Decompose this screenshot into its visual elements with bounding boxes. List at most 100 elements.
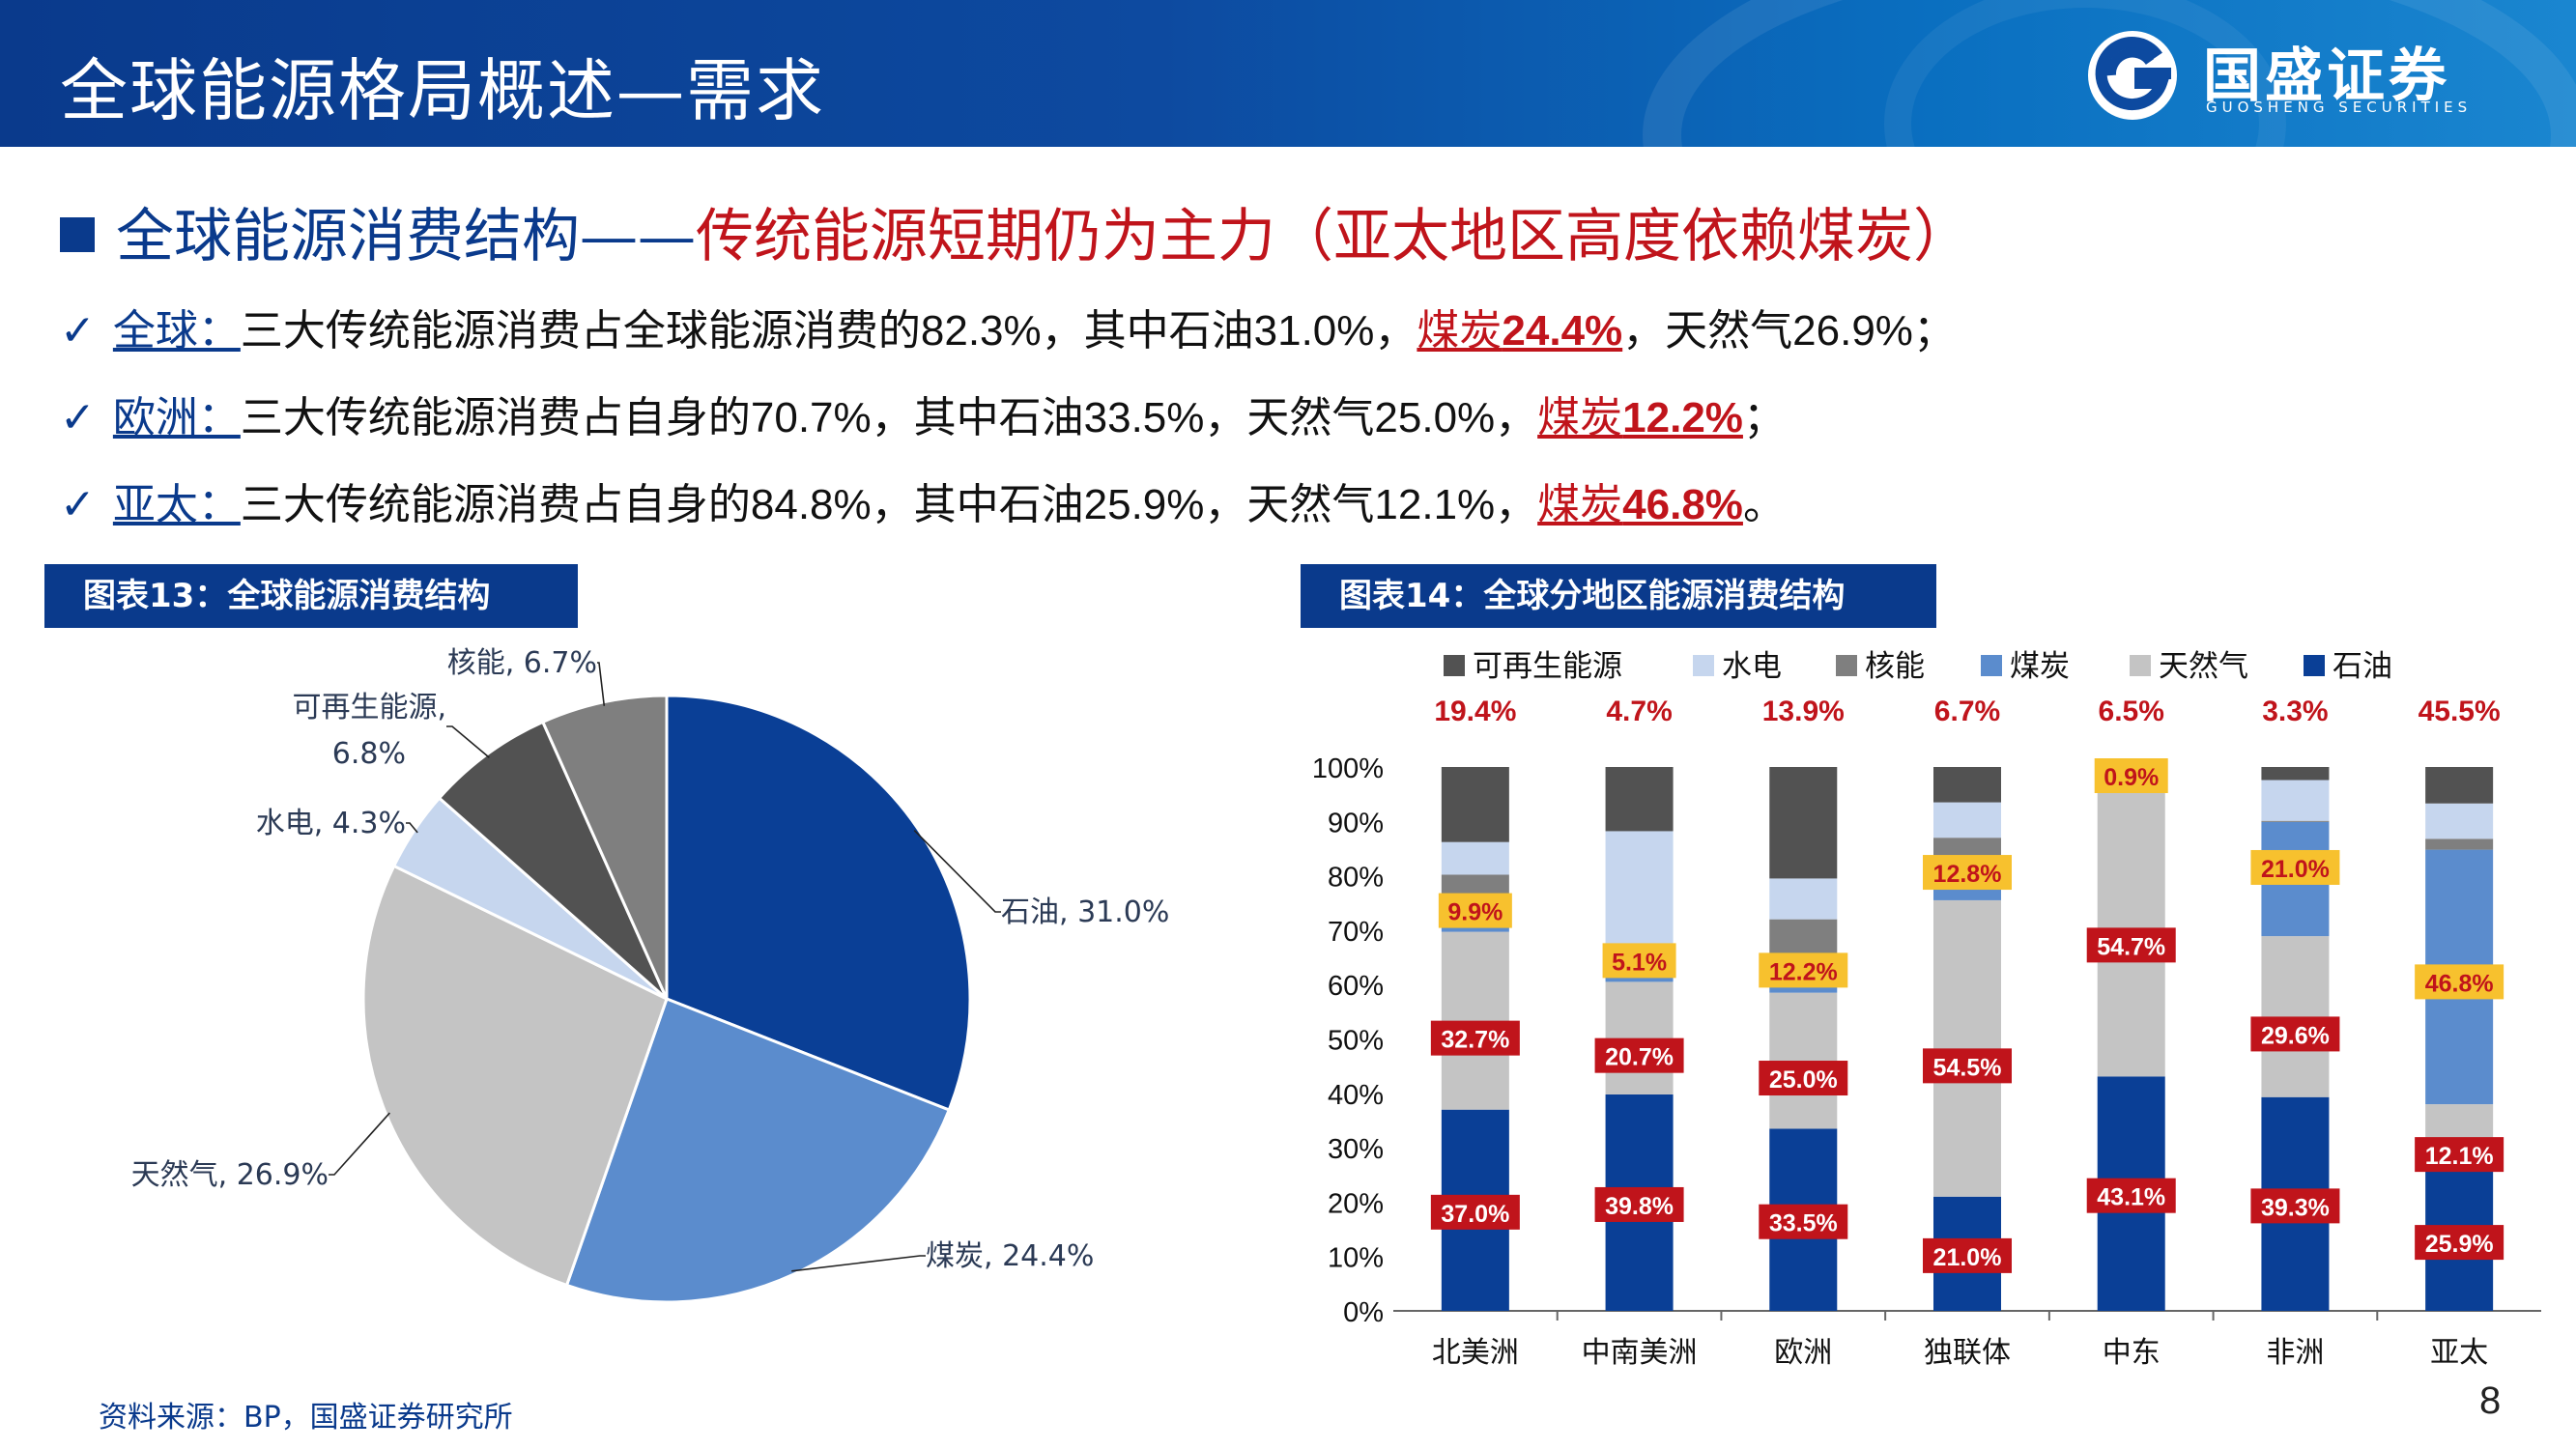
x-tick-label: 中南美洲	[1582, 1336, 1698, 1370]
bar-label-oil-bg	[2415, 1225, 2504, 1261]
section-title: 全球能源消费结构——传统能源短期仍为主力（亚太地区高度依赖煤炭）	[60, 189, 1971, 273]
bullet-label: 欧洲：	[112, 393, 241, 442]
chart-14-title: 图表14：全球分地区能源消费结构	[1301, 564, 1936, 628]
bar-segment-可再生能源	[1933, 767, 2001, 803]
bar-segment-天然气	[1441, 931, 1509, 1110]
x-tick-label: 非洲	[2266, 1336, 2324, 1370]
bar-segment-可再生能源	[1441, 767, 1509, 842]
legend-swatch-可再生能源	[1444, 655, 1465, 676]
legend-label: 煤炭	[2010, 649, 2070, 684]
bullet-value: 25.0%	[1374, 394, 1496, 441]
brand-name: 国盛证券	[2203, 43, 2450, 110]
x-tick-label: 亚太	[2430, 1336, 2488, 1370]
x-tick-label: 独联体	[1924, 1336, 2011, 1370]
section-title-part1: 全球能源消费结构——	[116, 203, 696, 270]
bullet-global: ✓ 全球：三大传统能源消费占全球能源消费的82.3%，其中石油31.0%，煤炭24…	[60, 296, 1956, 357]
bar-label-oil: 33.5%	[1769, 1210, 1838, 1237]
bar-label-coal-bg	[2250, 849, 2340, 885]
bar-label-gas-bg	[2415, 1137, 2504, 1173]
bullet-highlight: 煤炭24.4%	[1417, 306, 1623, 355]
bullet-value: 12.1%	[1374, 481, 1496, 528]
legend-label: 石油	[2333, 649, 2392, 684]
bullet-text: ，其中石油	[1041, 306, 1254, 355]
header-bar: 全球能源格局概述—需求 国盛证券 GUOSHENG SECURITIES	[0, 0, 2576, 147]
bar-label-gas: 32.7%	[1441, 1027, 1509, 1054]
bar-label-coal: 12.8%	[1933, 861, 2002, 888]
pie-leader-line	[446, 725, 490, 758]
bar-segment-核能	[2425, 838, 2494, 850]
bar-label-coal-bg	[1438, 893, 1512, 928]
legend-label: 天然气	[2159, 649, 2248, 684]
pie-label: 可再生能源,	[292, 691, 446, 724]
bullet-text: ，	[1495, 480, 1538, 529]
y-tick-label: 60%	[1328, 971, 1384, 1002]
check-icon: ✓	[60, 480, 96, 529]
pie-slice-石油	[665, 694, 972, 1112]
chart-13-title: 图表13：全球能源消费结构	[44, 564, 578, 628]
bar-segment-可再生能源	[1769, 767, 1838, 879]
bar-label-oil: 37.0%	[1441, 1201, 1509, 1228]
bar-segment-水电	[1769, 878, 1838, 920]
page-title: 全球能源格局概述—需求	[60, 51, 825, 130]
square-bullet-icon	[60, 217, 95, 252]
bar-segment-天然气	[2097, 779, 2165, 1077]
pie-leader-line	[597, 662, 606, 706]
bullet-value: 25.9%	[1083, 481, 1205, 528]
bar-segment-可再生能源	[2425, 767, 2494, 804]
bar-label-oil: 39.3%	[2261, 1194, 2330, 1221]
bar-segment-水电	[2261, 780, 2330, 821]
bar-top-label: 19.4%	[1434, 696, 1516, 727]
page-number: 8	[2479, 1379, 2502, 1422]
bar-label-coal-bg	[1759, 952, 1848, 988]
bar-segment-水电	[1933, 802, 2001, 838]
bar-label-gas-bg	[1923, 1048, 2012, 1084]
bar-label-oil: 43.1%	[2097, 1184, 2165, 1211]
bar-label-gas: 12.1%	[2425, 1143, 2494, 1170]
bullet-highlight: 煤炭46.8%	[1537, 480, 1743, 529]
pie-leader-line	[791, 1255, 926, 1272]
brand-logo: 国盛证券 GUOSHENG SECURITIES	[2082, 27, 2527, 124]
bar-label-gas: 25.0%	[1769, 1066, 1838, 1094]
pie-slice-可再生能源	[437, 720, 669, 1001]
bullet-label: 亚太：	[112, 480, 241, 529]
bar-label-oil-bg	[1430, 1194, 1520, 1230]
bar-label-coal: 12.2%	[1769, 958, 1838, 985]
legend-label: 可再生能源	[1473, 649, 1622, 684]
bullet-value: 84.8%	[750, 481, 872, 528]
bar-label-oil-bg	[2250, 1188, 2340, 1224]
y-tick-label: 10%	[1328, 1243, 1384, 1274]
pie-label: 天然气, 26.9%	[131, 1158, 329, 1192]
bar-label-coal-bg	[1602, 943, 1676, 979]
legend-swatch-天然气	[2130, 655, 2151, 676]
x-tick-label: 中东	[2103, 1336, 2161, 1370]
y-tick-label: 50%	[1328, 1026, 1384, 1057]
bullet-value: 82.3%	[920, 307, 1042, 355]
bullet-text: 三大传统能源消费占自身的	[240, 393, 751, 442]
check-icon: ✓	[60, 306, 96, 355]
section-title-part2: 传统能源短期仍为主力（亚太地区高度依赖煤炭）	[696, 203, 1971, 270]
bullet-text: ，其中石油	[871, 393, 1084, 442]
bar-label-gas-bg	[1430, 1020, 1520, 1056]
bullet-text: ，天然气	[1622, 306, 1793, 355]
source-note: 资料来源：BP，国盛证券研究所	[99, 1401, 513, 1435]
pie-slice-煤炭	[564, 997, 952, 1304]
y-tick-label: 90%	[1328, 808, 1384, 838]
bullet-text: 三大传统能源消费占自身的	[240, 480, 751, 529]
bullet-text: 。	[1742, 480, 1786, 529]
bullet-text: ；	[1912, 306, 1956, 355]
bar-label-oil: 25.9%	[2425, 1231, 2494, 1258]
y-tick-label: 70%	[1328, 917, 1384, 948]
pie-label: 核能, 6.7%	[447, 646, 597, 680]
bullet-highlight: 煤炭12.2%	[1537, 393, 1743, 442]
x-tick-label: 北美洲	[1432, 1336, 1519, 1370]
y-tick-label: 0%	[1343, 1297, 1384, 1328]
y-tick-label: 30%	[1328, 1134, 1384, 1165]
bullet-value: 26.9%	[1792, 307, 1913, 355]
bar-label-oil: 21.0%	[1933, 1244, 2002, 1271]
guosheng-logo-icon	[2088, 31, 2177, 120]
brand-name-en: GUOSHENG SECURITIES	[2206, 99, 2473, 116]
bar-label-coal-bg	[2415, 964, 2504, 1000]
bar-label-oil-bg	[1923, 1237, 2012, 1273]
bar-label-gas: 20.7%	[1605, 1044, 1674, 1071]
bar-label-gas: 54.7%	[2097, 933, 2165, 960]
